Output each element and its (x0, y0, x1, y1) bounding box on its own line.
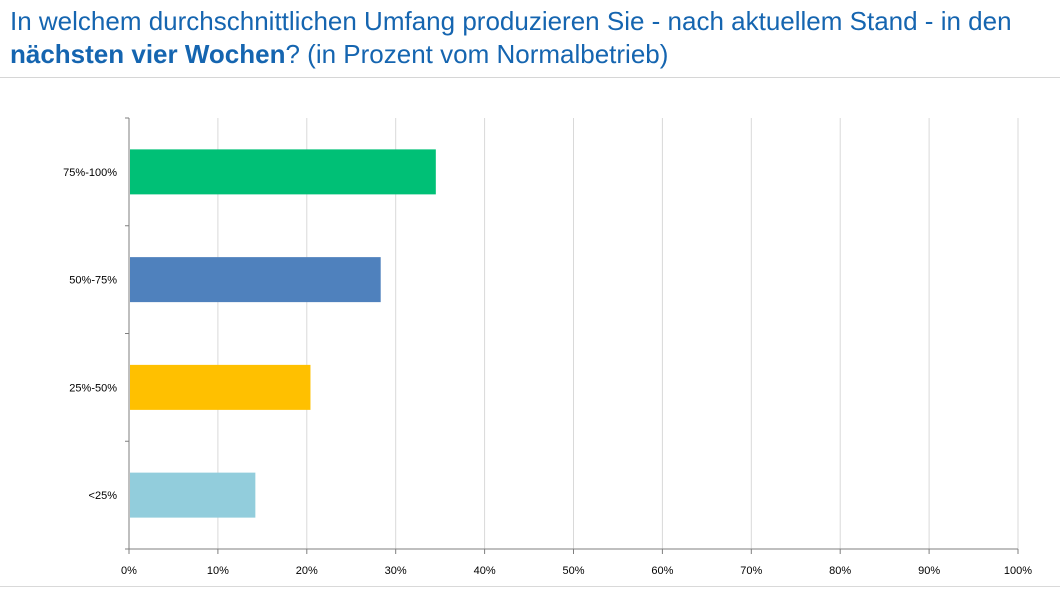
title-text-end: ? (in Prozent vom Normalbetrieb) (285, 39, 669, 69)
bottom-divider (0, 586, 1060, 587)
x-tick-label: 90% (918, 565, 940, 577)
x-tick-label: 0% (121, 565, 137, 577)
x-tick-label: 40% (474, 565, 496, 577)
x-tick-label: 70% (740, 565, 762, 577)
x-tick-label: 30% (385, 565, 407, 577)
title-divider (0, 77, 1060, 78)
y-category-label: 25%-50% (69, 382, 117, 394)
y-category-label: 50%-75% (69, 275, 117, 287)
title-text: In welchem durchschnittlichen Umfang pro… (10, 6, 1012, 36)
x-tick-label: 10% (207, 565, 229, 577)
bar (130, 257, 381, 303)
y-category-label: 75%-100% (63, 167, 117, 179)
title-emphasis: nächsten vier Wochen (10, 39, 286, 69)
x-tick-label: 20% (296, 565, 318, 577)
y-category-label: <25% (89, 490, 118, 502)
question-title: In welchem durchschnittlichen Umfang pro… (10, 5, 1058, 71)
x-tick-label: 60% (651, 565, 673, 577)
x-tick-label: 100% (1004, 565, 1032, 577)
bar (130, 472, 256, 518)
bar (130, 364, 311, 410)
x-tick-label: 80% (829, 565, 851, 577)
bar (130, 149, 436, 195)
x-tick-label: 50% (562, 565, 584, 577)
